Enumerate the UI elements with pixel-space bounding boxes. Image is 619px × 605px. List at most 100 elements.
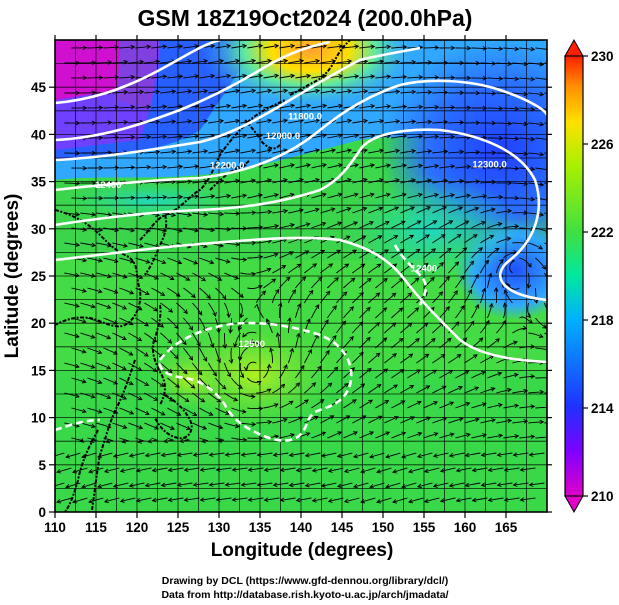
streamline-segment: [471, 304, 479, 319]
streamline-segment: [368, 292, 380, 304]
streamline-arrowhead: [146, 164, 152, 170]
streamline-arrowhead: [176, 452, 182, 458]
streamline-arrowhead: [370, 163, 376, 168]
streamline-segment: [471, 195, 487, 199]
streamline-segment: [224, 212, 240, 214]
streamline-segment: [448, 206, 463, 214]
streamline-arrowhead: [507, 208, 513, 214]
streamline-arrowhead: [178, 74, 184, 79]
streamline-segment: [311, 366, 322, 379]
streamline-arrowhead: [530, 404, 536, 409]
streamline-segment: [167, 135, 183, 139]
streamline-segment: [336, 178, 352, 184]
streamline-arrowhead: [226, 227, 232, 232]
streamline-arrowhead: [75, 120, 81, 126]
streamline-arrowhead: [82, 165, 88, 171]
streamline-arrowhead: [450, 105, 456, 110]
streamline-arrowhead: [474, 417, 480, 423]
streamline-arrowhead: [410, 416, 416, 421]
streamline-segment: [400, 416, 415, 424]
streamline-arrowhead: [187, 212, 193, 218]
streamline-segment: [486, 273, 492, 289]
streamline-segment: [439, 337, 452, 349]
colorbar-tick-label: 222: [591, 225, 614, 240]
streamline-arrowhead: [144, 321, 149, 327]
streamline-segment: [119, 227, 135, 232]
streamline-arrowhead: [430, 306, 435, 312]
streamline-segment: [423, 277, 435, 289]
streamline-arrowhead: [487, 272, 493, 278]
streamline-arrowhead: [442, 416, 448, 422]
streamline-segment: [400, 206, 415, 214]
streamline-segment: [263, 74, 279, 79]
streamline-segment: [119, 136, 135, 139]
streamline-arrowhead: [98, 195, 104, 201]
streamline-arrowhead: [91, 150, 97, 156]
streamline-arrowhead: [494, 247, 500, 253]
streamline-segment: [320, 263, 333, 274]
streamline-segment: [288, 209, 304, 214]
streamline-segment: [503, 404, 519, 409]
streamline-arrowhead: [319, 399, 325, 404]
streamline-arrowhead: [212, 371, 217, 377]
streamline-segment: [448, 386, 463, 394]
streamline-arrowhead: [353, 221, 359, 226]
streamline-arrowhead: [289, 251, 294, 256]
streamline-segment: [119, 76, 135, 79]
y-tick-label: 30: [31, 222, 46, 237]
streamline-segment: [279, 193, 295, 199]
streamline-segment: [119, 377, 134, 385]
streamline-arrowhead: [354, 44, 360, 49]
streamline-arrowhead: [514, 106, 520, 112]
streamline-segment: [343, 249, 357, 259]
streamline-arrowhead: [401, 483, 406, 489]
streamline-arrowhead: [392, 499, 397, 504]
streamline-arrowhead: [313, 415, 319, 420]
streamline-arrowhead: [322, 103, 328, 109]
streamline-arrowhead: [187, 179, 193, 185]
streamline-segment: [208, 60, 224, 64]
streamline-arrowhead: [210, 194, 216, 199]
streamline-segment: [359, 135, 375, 139]
streamline-segment: [359, 193, 375, 199]
streamline-segment: [288, 263, 301, 274]
streamline-segment: [199, 257, 214, 264]
streamline-segment: [216, 467, 232, 471]
streamline-arrowhead: [497, 221, 503, 227]
streamline-arrowhead: [106, 424, 112, 429]
streamline-segment: [480, 62, 496, 65]
streamline-arrowhead: [334, 277, 340, 282]
streamline-segment: [184, 497, 200, 501]
streamline-segment: [352, 207, 367, 214]
streamline-arrowhead: [107, 120, 113, 125]
streamline-arrowhead: [448, 483, 454, 488]
streamline-arrowhead: [459, 120, 465, 125]
streamline-arrowhead: [539, 182, 545, 187]
streamline-arrowhead: [336, 453, 342, 459]
y-tick-label: 45: [31, 80, 47, 95]
streamline-arrowhead: [379, 118, 385, 124]
streamline-arrowhead: [460, 305, 465, 310]
streamline-arrowhead: [216, 397, 222, 403]
streamline-arrowhead: [448, 220, 454, 225]
streamline-arrowhead: [235, 423, 240, 429]
streamline-segment: [384, 322, 396, 334]
streamline-segment: [407, 220, 421, 229]
streamline-arrowhead: [375, 322, 380, 327]
streamline-arrowhead: [410, 206, 416, 211]
streamline-arrowhead: [295, 382, 301, 388]
streamline-arrowhead: [498, 135, 504, 141]
streamline-arrowhead: [376, 469, 381, 474]
streamline-segment: [231, 287, 244, 298]
streamline-arrowhead: [97, 379, 103, 384]
streamline-arrowhead: [482, 75, 488, 81]
streamline-segment: [183, 287, 196, 298]
streamline-segment: [304, 208, 320, 214]
streamline-arrowhead: [314, 304, 320, 309]
streamline-segment: [344, 497, 360, 503]
streamline-arrowhead: [274, 73, 280, 79]
streamline-segment: [432, 150, 448, 154]
x-tick-label: 160: [454, 520, 477, 535]
streamline-segment: [311, 193, 327, 199]
streamline-segment: [519, 405, 535, 409]
